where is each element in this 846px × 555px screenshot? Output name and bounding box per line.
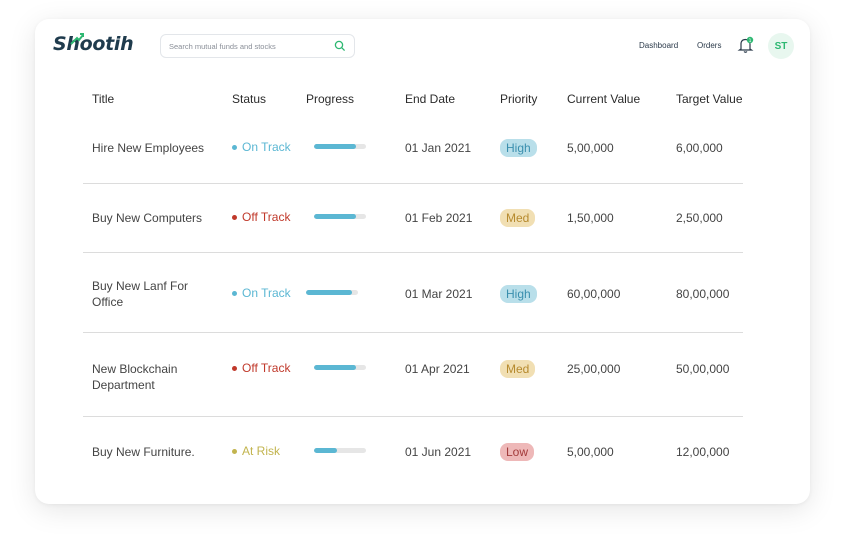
status-badge: On Track (232, 139, 291, 155)
main-card: Shootih Search mutual funds and stocks D… (35, 19, 810, 504)
search-icon[interactable] (334, 40, 346, 52)
status-badge: Off Track (232, 360, 290, 376)
row-title: Buy New Lanf For Office (92, 279, 189, 309)
column-target-value: Target Value (676, 92, 743, 106)
status-badge: Off Track (232, 209, 290, 225)
current-value: 25,00,000 (567, 362, 621, 376)
row-title: Hire New Employees (92, 141, 205, 155)
row-divider (83, 252, 743, 253)
column-progress: Progress (306, 92, 355, 106)
column-end-date: End Date (405, 92, 456, 106)
priority-badge: Med (500, 360, 536, 378)
progress-fill (314, 214, 356, 219)
row-title: New Blockchain Department (92, 362, 178, 392)
status-label: At Risk (242, 444, 281, 458)
search-placeholder: Search mutual funds and stocks (169, 41, 276, 51)
end-date: 01 Mar 2021 (405, 287, 473, 301)
status-dot (232, 214, 237, 220)
end-date: 01 Jan 2021 (405, 141, 472, 155)
progress-fill (314, 448, 338, 453)
row-divider (83, 416, 743, 417)
status-label: On Track (242, 140, 291, 154)
progress-bar (306, 290, 358, 295)
target-value: 2,50,000 (676, 211, 723, 225)
end-date: 01 Apr 2021 (405, 362, 470, 376)
current-value: 60,00,000 (567, 287, 621, 301)
bell-icon[interactable]: 1 (737, 36, 755, 54)
target-value: 80,00,000 (676, 287, 730, 301)
nav-orders[interactable]: Orders (697, 41, 722, 50)
status-dot (232, 365, 237, 371)
status-label: On Track (242, 286, 291, 300)
progress-bar (314, 448, 366, 453)
priority-badge: Med (500, 209, 536, 227)
status-badge: On Track (232, 285, 291, 301)
row-title: Buy New Computers (92, 211, 203, 225)
column-current-value: Current Value (567, 92, 641, 106)
row-title: Buy New Furniture. (92, 445, 195, 459)
avatar[interactable]: ST (768, 33, 794, 59)
target-value: 6,00,000 (676, 141, 723, 155)
column-status: Status (232, 92, 267, 106)
current-value: 5,00,000 (567, 445, 614, 459)
end-date: 01 Jun 2021 (405, 445, 472, 459)
progress-fill (314, 144, 356, 149)
logo-arrow-icon (70, 33, 84, 45)
end-date: 01 Feb 2021 (405, 211, 473, 225)
priority-badge: Low (500, 443, 535, 461)
row-divider (83, 332, 743, 333)
status-label: Off Track (242, 361, 291, 375)
progress-fill (314, 365, 356, 370)
priority-badge: High (500, 139, 537, 157)
status-dot (232, 144, 237, 150)
notification-count: 1 (749, 38, 752, 44)
progress-fill (306, 290, 352, 295)
column-priority: Priority (500, 92, 538, 106)
priority-badge: High (500, 285, 537, 303)
status-dot (232, 448, 237, 454)
status-dot (232, 290, 237, 296)
brand-logo[interactable]: Shootih (53, 33, 134, 55)
status-label: Off Track (242, 210, 291, 224)
column-title: Title (92, 92, 115, 106)
target-value: 12,00,000 (676, 445, 730, 459)
target-value: 50,00,000 (676, 362, 730, 376)
progress-bar (314, 365, 366, 370)
nav-dashboard[interactable]: Dashboard (639, 41, 679, 50)
progress-bar (314, 214, 366, 219)
current-value: 5,00,000 (567, 141, 614, 155)
current-value: 1,50,000 (567, 211, 614, 225)
search-input[interactable]: Search mutual funds and stocks (160, 34, 355, 58)
status-badge: At Risk (232, 443, 280, 459)
row-divider (83, 183, 743, 184)
progress-bar (314, 144, 366, 149)
